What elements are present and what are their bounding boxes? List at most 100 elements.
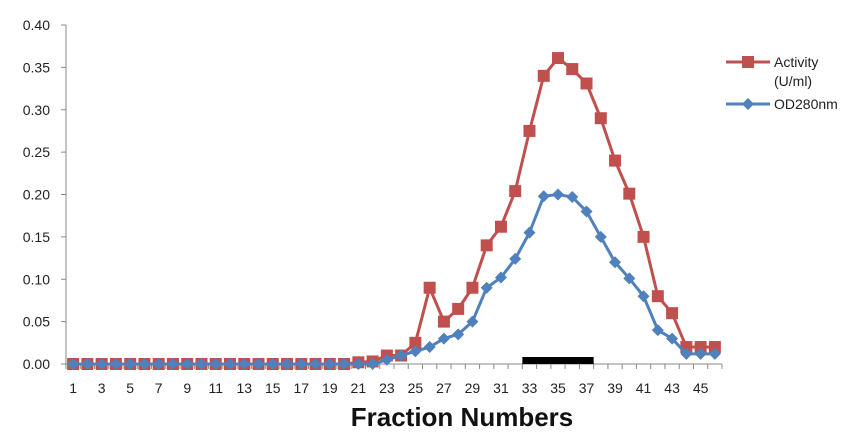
data-point-square xyxy=(580,77,593,90)
x-tick-label: 13 xyxy=(236,380,252,396)
legend-label: (U/ml) xyxy=(774,73,812,89)
data-point-diamond xyxy=(309,358,322,370)
x-tick-label: 17 xyxy=(294,380,310,396)
data-point-diamond xyxy=(466,315,479,328)
x-axis-title: Fraction Numbers xyxy=(351,402,574,432)
series-activity xyxy=(67,52,721,370)
data-point-diamond xyxy=(623,272,636,285)
data-point-diamond xyxy=(566,191,579,204)
data-point-diamond xyxy=(209,358,222,370)
data-point-diamond xyxy=(138,358,151,370)
y-tick-label: 0.40 xyxy=(23,17,50,33)
x-tick-label: 19 xyxy=(322,380,338,396)
x-tick-label: 1 xyxy=(69,380,77,396)
data-point-square xyxy=(694,341,707,354)
data-point-diamond xyxy=(666,332,679,345)
data-point-diamond xyxy=(81,358,94,370)
x-tick-label: 3 xyxy=(98,380,106,396)
data-point-square xyxy=(609,154,622,167)
x-tick-label: 7 xyxy=(155,380,163,396)
y-tick-label: 0.30 xyxy=(23,102,50,118)
x-tick-label: 35 xyxy=(550,380,566,396)
data-point-diamond xyxy=(124,358,137,370)
data-point-diamond xyxy=(594,230,607,243)
y-tick-label: 0.35 xyxy=(23,59,50,75)
data-point-diamond xyxy=(452,328,465,341)
x-tick-label: 33 xyxy=(522,380,538,396)
y-tick-label: 0.25 xyxy=(23,144,50,160)
legend-item: Activity (U/ml) xyxy=(726,54,818,89)
y-tick-label: 0.10 xyxy=(23,271,50,287)
data-point-diamond xyxy=(580,205,593,218)
data-point-diamond xyxy=(609,256,622,269)
data-point-square xyxy=(409,336,422,349)
data-point-square xyxy=(552,52,564,65)
x-tick-label: 9 xyxy=(183,380,191,396)
data-point-square xyxy=(742,56,754,68)
data-point-diamond xyxy=(494,271,507,284)
legend: Activity (U/ml) OD280nm xyxy=(726,54,838,112)
data-point-diamond xyxy=(181,358,194,370)
x-tick-label: 5 xyxy=(126,380,134,396)
data-point-diamond xyxy=(694,347,707,360)
data-point-square xyxy=(423,281,436,294)
x-tick-label: 37 xyxy=(579,380,595,396)
series-layer xyxy=(67,52,721,370)
y-tick-label: 0.00 xyxy=(23,356,50,372)
data-point-diamond xyxy=(95,358,108,370)
data-point-square xyxy=(623,187,636,200)
data-point-diamond xyxy=(266,358,279,370)
x-tick-label: 29 xyxy=(465,380,481,396)
data-point-square xyxy=(566,63,579,76)
x-tick-label: 45 xyxy=(693,380,709,396)
x-tick-label: 21 xyxy=(351,380,367,396)
legend-label: OD280nm xyxy=(774,96,838,112)
data-point-diamond xyxy=(742,98,754,110)
data-point-diamond xyxy=(651,324,664,337)
data-point-diamond xyxy=(380,353,393,366)
data-point-diamond xyxy=(252,358,265,370)
y-tick-label: 0.20 xyxy=(23,187,50,203)
data-point-square xyxy=(666,307,679,320)
data-point-diamond xyxy=(352,358,365,370)
x-tick-label: 15 xyxy=(265,380,281,396)
y-tick-label: 0.05 xyxy=(23,314,50,330)
data-point-square xyxy=(651,290,664,303)
data-point-square xyxy=(452,302,465,315)
data-point-diamond xyxy=(195,358,208,370)
fraction-bar-group xyxy=(522,357,594,364)
legend-label: Activity xyxy=(774,54,818,70)
y-tick-label: 0.15 xyxy=(23,229,50,245)
data-point-square xyxy=(466,281,479,294)
series-line xyxy=(73,193,715,366)
pooled-fractions-bar xyxy=(522,357,594,364)
x-tick-label: 11 xyxy=(208,380,223,396)
data-point-square xyxy=(437,315,450,328)
data-point-diamond xyxy=(409,345,422,358)
data-point-square xyxy=(637,230,650,243)
data-point-diamond xyxy=(423,341,436,354)
data-point-diamond xyxy=(281,358,294,370)
x-tick-label: 31 xyxy=(493,380,509,396)
x-tick-label: 43 xyxy=(664,380,680,396)
data-point-diamond xyxy=(708,347,721,360)
x-tick-label: 41 xyxy=(636,380,652,396)
series-od280nm xyxy=(67,188,721,370)
data-point-diamond xyxy=(395,349,408,362)
series-line xyxy=(73,56,715,366)
x-tick-label: 25 xyxy=(408,380,424,396)
data-point-diamond xyxy=(366,358,379,370)
data-point-square xyxy=(537,69,550,82)
data-point-diamond xyxy=(323,358,336,370)
data-point-diamond xyxy=(509,252,522,265)
data-point-diamond xyxy=(637,290,650,303)
data-point-diamond xyxy=(338,358,351,370)
data-point-diamond xyxy=(67,358,80,370)
data-point-diamond xyxy=(238,358,251,370)
x-tick-label: 39 xyxy=(607,380,623,396)
data-point-square xyxy=(523,124,536,137)
data-point-diamond xyxy=(680,347,693,360)
data-point-square xyxy=(509,185,522,198)
data-point-diamond xyxy=(437,332,450,345)
